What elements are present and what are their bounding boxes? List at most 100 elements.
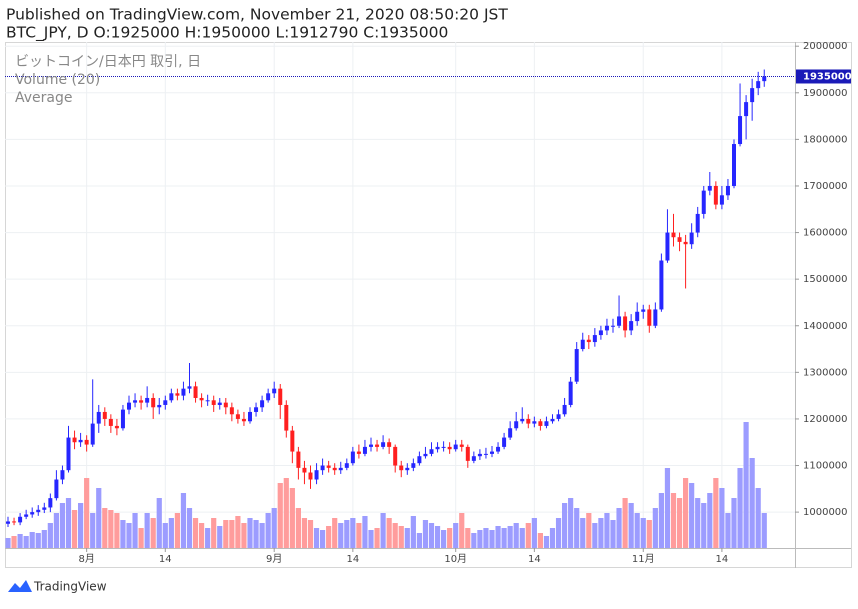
volume-bar xyxy=(108,510,114,548)
candle-body xyxy=(217,402,222,405)
candle-body xyxy=(556,414,561,419)
volume-bar xyxy=(65,498,72,548)
volume-bar xyxy=(731,498,737,548)
volume-bar xyxy=(168,518,174,548)
volume-bar xyxy=(537,533,543,548)
candle-body xyxy=(719,195,724,205)
candle-body xyxy=(254,407,259,412)
candle-body xyxy=(738,116,743,145)
candle-body xyxy=(241,418,246,422)
volume-bar xyxy=(749,458,755,548)
volume-bar xyxy=(610,520,616,548)
volume-bar xyxy=(755,488,761,548)
x-tick-label: 14 xyxy=(528,554,541,565)
volume-bar xyxy=(398,526,404,548)
candle-body xyxy=(272,388,277,394)
volume-bar xyxy=(580,518,586,548)
y-tick-label: 1500000 xyxy=(803,274,848,285)
volume-bar xyxy=(307,520,314,548)
candle-body xyxy=(659,260,664,310)
volume-bar xyxy=(447,528,453,548)
volume-bar xyxy=(84,478,90,548)
candle-body xyxy=(42,507,47,510)
candle-body xyxy=(169,393,174,401)
volume-bar xyxy=(199,523,205,548)
volume-bar xyxy=(531,518,537,548)
footer-logo: TradingView xyxy=(8,580,107,594)
candle-body xyxy=(405,467,410,471)
candle-body xyxy=(683,241,688,245)
volume-bar xyxy=(47,523,53,548)
x-tick-label: 11月 xyxy=(632,553,655,565)
x-tick-label: 9月 xyxy=(266,553,282,565)
y-tick-label: 1400000 xyxy=(803,321,848,332)
volume-bar xyxy=(205,528,211,548)
candle-body xyxy=(701,190,706,214)
volume-layer xyxy=(5,422,767,548)
volume-bar xyxy=(59,503,66,548)
y-tick-label: 1000000 xyxy=(803,507,848,518)
legend-volume: Volume (20) xyxy=(15,72,100,88)
volume-bar xyxy=(368,530,374,548)
candle-body xyxy=(145,397,150,403)
volume-bar xyxy=(489,530,495,548)
candle-body xyxy=(447,446,452,450)
volume-bar xyxy=(598,518,604,548)
volume-bar xyxy=(628,503,634,548)
candle-body xyxy=(580,339,585,350)
volume-bar xyxy=(289,488,295,548)
volume-bar xyxy=(634,513,640,548)
candle-body xyxy=(598,330,603,336)
candle-body xyxy=(713,185,718,205)
volume-bar xyxy=(640,518,646,548)
x-tick-label: 14 xyxy=(159,554,172,565)
candle-body xyxy=(72,437,77,443)
y-tick-label: 1800000 xyxy=(803,134,848,145)
volume-bar xyxy=(652,508,658,548)
volume-bar xyxy=(5,538,11,548)
candle-body xyxy=(60,470,65,480)
candle-body xyxy=(6,521,10,524)
volume-bar xyxy=(428,523,435,548)
candle-body xyxy=(429,449,434,454)
candle-body xyxy=(532,421,537,424)
candle-body xyxy=(689,232,694,245)
candle-body xyxy=(538,421,543,426)
volume-bar xyxy=(150,518,156,548)
volume-bar xyxy=(507,526,513,548)
candle-body xyxy=(611,325,615,327)
volume-bar xyxy=(465,528,471,548)
volume-bar xyxy=(707,493,713,548)
candle-body xyxy=(96,411,101,424)
candle-body xyxy=(544,421,549,426)
candle-body xyxy=(302,467,307,473)
candle-body xyxy=(490,451,494,454)
candle-body xyxy=(296,451,301,468)
candle-body xyxy=(508,428,513,438)
candle-body xyxy=(211,400,216,405)
candle-body xyxy=(108,418,113,426)
volume-bar xyxy=(743,422,749,548)
volume-bar xyxy=(586,513,592,548)
volume-bar xyxy=(162,523,168,548)
candle-body xyxy=(163,400,168,405)
candle-body xyxy=(477,453,482,457)
volume-bar xyxy=(332,518,338,548)
candle-body xyxy=(399,465,404,471)
candle-body xyxy=(30,512,35,515)
volume-bar xyxy=(350,518,356,548)
candle-body xyxy=(483,453,488,455)
candle-body xyxy=(235,414,240,419)
candle-body xyxy=(48,498,53,508)
candle-body xyxy=(677,237,682,242)
volume-bar xyxy=(17,534,23,548)
candle-body xyxy=(629,321,634,331)
candle-body xyxy=(393,446,398,466)
candle-body xyxy=(441,446,446,448)
candle-body xyxy=(435,446,440,450)
volume-bar xyxy=(713,478,719,548)
volume-bar xyxy=(670,493,677,548)
volume-bar xyxy=(441,530,447,548)
volume-bar xyxy=(683,478,689,548)
